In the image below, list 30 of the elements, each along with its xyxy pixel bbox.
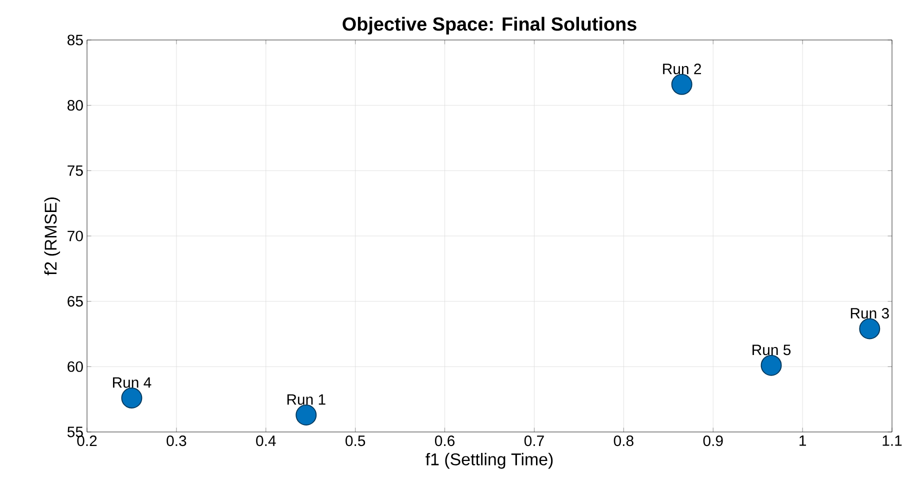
point — [121, 388, 142, 409]
x-tick-label: 0.2 — [77, 436, 97, 446]
annotation: Run 1 — [287, 394, 326, 405]
y-tick-label: 75 — [68, 165, 83, 176]
annotation: Run 4 — [113, 377, 152, 388]
y-tick-label: 65 — [68, 296, 83, 307]
y-tick-label: 80 — [68, 100, 83, 111]
x-tick-label: 0.7 — [524, 436, 544, 446]
y-axis-title: f2 (RMSE) — [44, 198, 60, 276]
annotation: Run 5 — [752, 344, 791, 356]
y-tick-label: 85 — [68, 34, 83, 46]
x-tick-label: 0.5 — [346, 436, 366, 446]
x-tick-label: 0.4 — [256, 436, 276, 446]
y-tick-label: 70 — [68, 230, 83, 242]
point — [296, 404, 317, 426]
x-tick-label: 1.1 — [882, 436, 902, 446]
point — [760, 354, 782, 376]
annotation: Run 3 — [850, 308, 889, 319]
x-tick-label: 0.3 — [166, 436, 186, 446]
annotation: Run 2 — [663, 64, 701, 74]
y-tick-label: 60 — [68, 361, 83, 372]
point — [671, 74, 692, 95]
y-tick-label: 55 — [67, 426, 83, 438]
x-axis-title: f1 (Settling Time) — [426, 452, 553, 469]
chart-title: Objective Space: Final Solutions — [342, 16, 636, 34]
x-tick-label: 0.8 — [614, 436, 634, 446]
point — [859, 318, 880, 340]
x-tick-label: 0.9 — [703, 436, 723, 446]
x-tick-label: 1 — [800, 436, 806, 446]
x-tick-label: 0.6 — [434, 436, 455, 446]
